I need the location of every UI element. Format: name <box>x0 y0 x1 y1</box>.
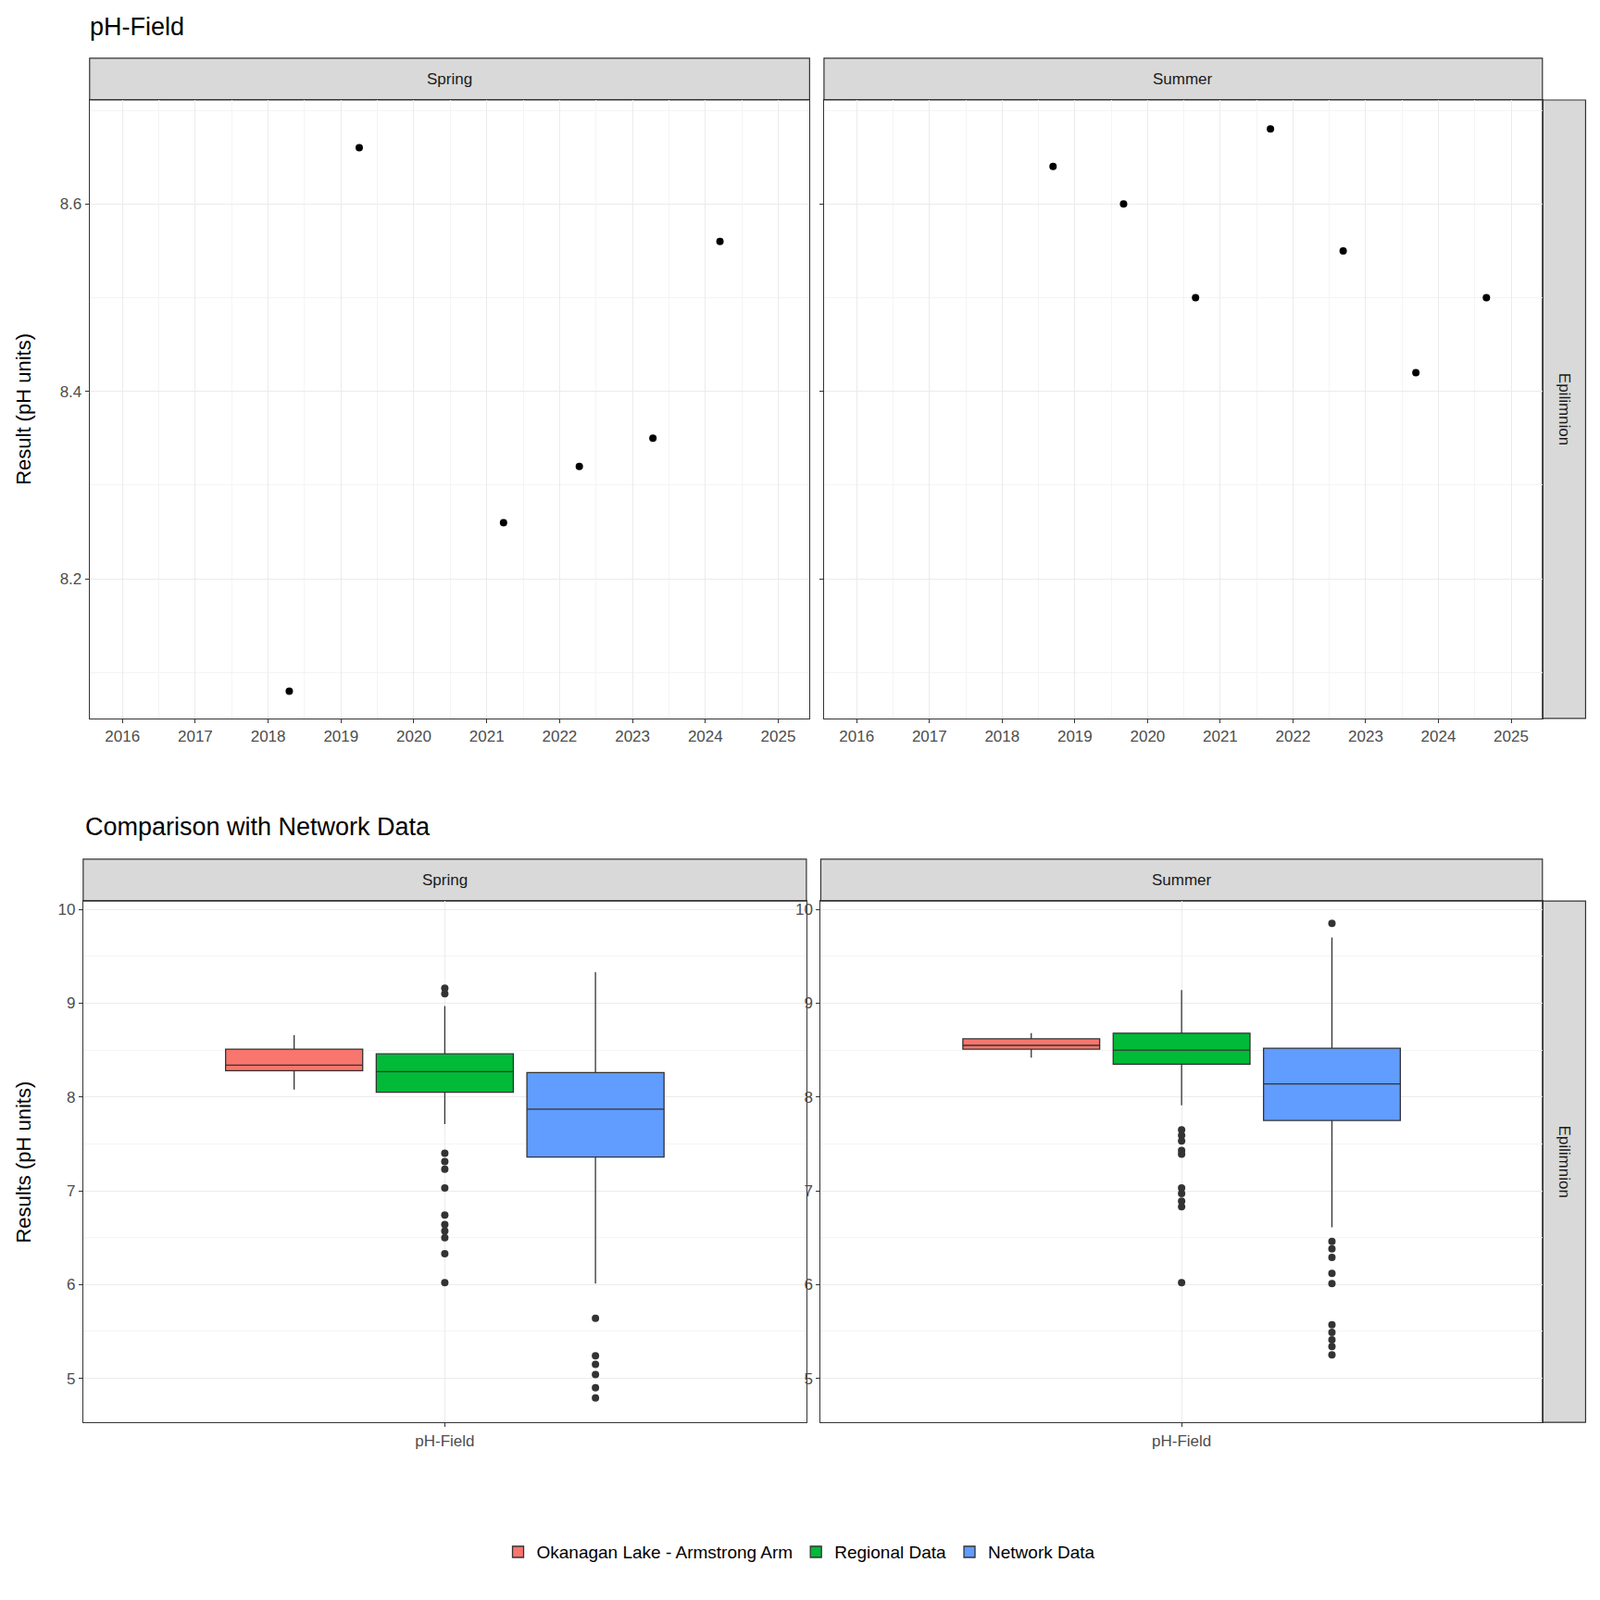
svg-text:2021: 2021 <box>469 727 505 746</box>
svg-text:8.4: 8.4 <box>60 383 83 401</box>
svg-text:2021: 2021 <box>1202 727 1238 746</box>
svg-text:Epilimnion: Epilimnion <box>1555 373 1574 446</box>
svg-text:6: 6 <box>66 1275 75 1294</box>
svg-text:2025: 2025 <box>761 727 797 746</box>
svg-text:8.2: 8.2 <box>60 570 83 588</box>
svg-text:Results (pH units): Results (pH units) <box>12 1081 36 1244</box>
svg-text:9: 9 <box>803 994 813 1013</box>
svg-text:Spring: Spring <box>422 871 468 889</box>
svg-text:2017: 2017 <box>912 727 948 746</box>
svg-text:Result (pH units): Result (pH units) <box>12 333 36 486</box>
svg-text:pH-Field: pH-Field <box>89 12 185 41</box>
svg-text:2019: 2019 <box>323 727 359 746</box>
svg-text:Spring: Spring <box>426 70 473 88</box>
svg-text:10: 10 <box>795 900 813 919</box>
svg-text:Network Data: Network Data <box>987 1542 1096 1563</box>
svg-text:5: 5 <box>66 1370 75 1388</box>
svg-text:Epilimnion: Epilimnion <box>1555 1125 1574 1198</box>
svg-text:2016: 2016 <box>104 727 140 746</box>
svg-text:pH-Field: pH-Field <box>414 1432 475 1450</box>
svg-text:8: 8 <box>66 1088 75 1107</box>
svg-text:10: 10 <box>57 900 75 919</box>
svg-text:Regional Data: Regional Data <box>834 1542 947 1563</box>
svg-text:Okanagan Lake - Armstrong Arm: Okanagan Lake - Armstrong Arm <box>537 1542 794 1563</box>
svg-text:2022: 2022 <box>541 727 577 746</box>
svg-text:7: 7 <box>66 1182 75 1200</box>
svg-text:2020: 2020 <box>1129 727 1165 746</box>
svg-text:8.6: 8.6 <box>60 195 83 213</box>
svg-text:5: 5 <box>803 1370 813 1388</box>
svg-text:9: 9 <box>66 994 75 1013</box>
svg-text:2020: 2020 <box>396 727 432 746</box>
svg-text:6: 6 <box>803 1275 813 1294</box>
svg-text:2025: 2025 <box>1493 727 1529 746</box>
svg-text:2023: 2023 <box>1348 727 1384 746</box>
svg-text:Summer: Summer <box>1151 871 1213 889</box>
svg-text:8: 8 <box>803 1088 813 1107</box>
svg-text:2024: 2024 <box>687 727 724 746</box>
svg-text:2019: 2019 <box>1057 727 1093 746</box>
svg-text:2022: 2022 <box>1275 727 1312 746</box>
svg-text:pH-Field: pH-Field <box>1151 1432 1212 1450</box>
svg-text:Summer: Summer <box>1152 70 1213 88</box>
svg-text:7: 7 <box>803 1182 813 1200</box>
svg-text:2018: 2018 <box>984 727 1020 746</box>
svg-text:2017: 2017 <box>177 727 213 746</box>
svg-text:2023: 2023 <box>614 727 650 746</box>
svg-text:2016: 2016 <box>838 727 875 746</box>
svg-text:2018: 2018 <box>250 727 287 746</box>
svg-text:2024: 2024 <box>1421 727 1457 746</box>
svg-text:Comparison with Network Data: Comparison with Network Data <box>85 812 431 841</box>
